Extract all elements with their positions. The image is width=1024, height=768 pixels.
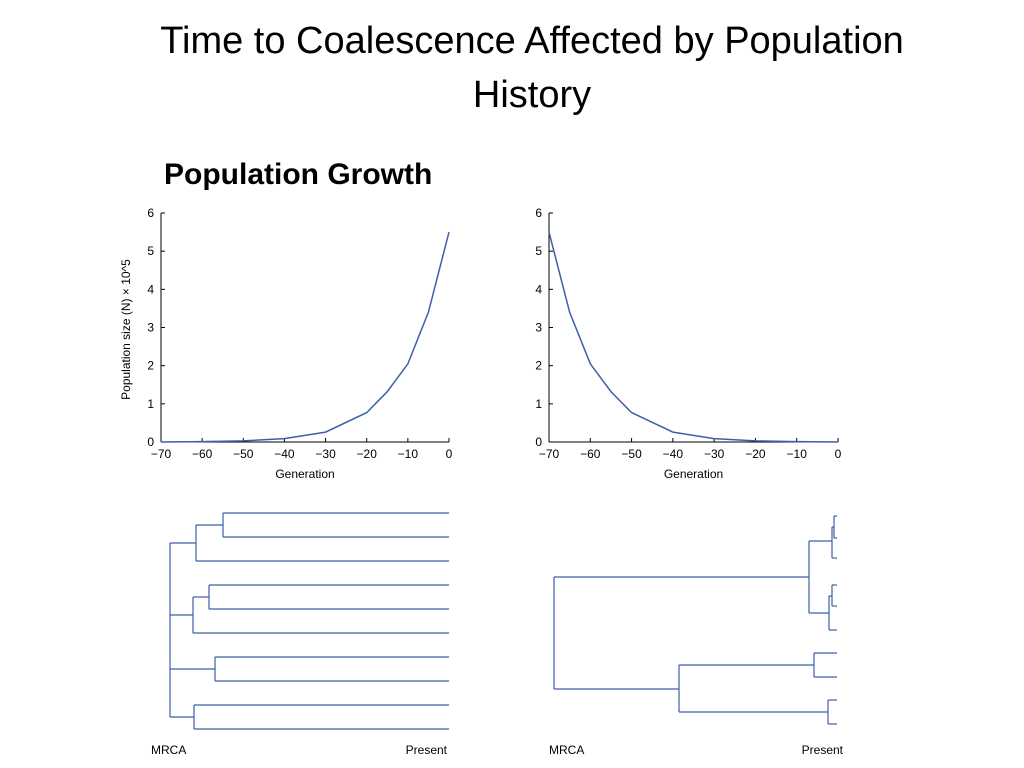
y-tick-label: 5	[535, 244, 542, 258]
x-tick-label: −50	[621, 447, 642, 461]
y-tick-label: 3	[535, 321, 542, 335]
tree-right-end-label: Present	[802, 743, 844, 757]
x-axis-label: Generation	[664, 467, 723, 481]
tree-right-start-label: MRCA	[549, 743, 584, 757]
y-tick-label: 2	[535, 359, 542, 373]
x-tick-label: −20	[745, 447, 766, 461]
y-tick-label: 2	[147, 359, 154, 373]
x-tick-label: −60	[192, 447, 213, 461]
x-tick-label: −50	[233, 447, 254, 461]
x-tick-label: −40	[274, 447, 295, 461]
x-tick-label: 0	[835, 447, 842, 461]
y-axis-label: Population size (N) × 10^5	[119, 259, 133, 400]
x-tick-label: −10	[787, 447, 808, 461]
chart-2: −70 −60 −50 −40 −30 −20 −10 0 0 1 2 3 4 5 6 Generation	[535, 206, 841, 481]
x-tick-label: −10	[398, 447, 419, 461]
slide-subtitle: Population Growth	[164, 158, 433, 191]
x-tick-label: −30	[315, 447, 336, 461]
x-tick-label: 0	[446, 447, 453, 461]
y-tick-label: 0	[147, 435, 154, 449]
y-tick-label: 1	[147, 397, 154, 411]
y-tick-label: 1	[535, 397, 542, 411]
tree-left-end-label: Present	[406, 743, 448, 757]
series-line	[548, 231, 839, 443]
x-tick-label: −40	[663, 447, 684, 461]
genealogy-tree-left: MRCA Present	[151, 512, 449, 757]
y-tick-label: 3	[147, 321, 154, 335]
x-axis-label: Generation	[275, 467, 334, 481]
chart-1: −70 −60 −50 −40 −30 −20 −10 0 0 1 2 3 4 5 6 Generation P…	[119, 206, 453, 481]
y-tick-label: 6	[147, 206, 154, 220]
y-tick-label: 4	[147, 282, 154, 296]
x-tick-label: −30	[704, 447, 725, 461]
x-tick-label: −70	[539, 447, 560, 461]
y-tick-label: 4	[535, 282, 542, 296]
slide-title: Time to Coalescence Affected by Populati…	[90, 14, 974, 122]
series-line	[160, 231, 450, 443]
slide-title-line-1: Time to Coalescence Affected by Populati…	[160, 20, 904, 62]
genealogy-tree-right: MRCA Present	[549, 515, 844, 757]
y-tick-label: 5	[147, 244, 154, 258]
slide-title-line-2: History	[472, 74, 592, 116]
x-tick-label: −60	[580, 447, 601, 461]
y-tick-label: 6	[535, 206, 542, 220]
tree-left-start-label: MRCA	[151, 743, 186, 757]
y-tick-label: 0	[535, 435, 542, 449]
x-tick-label: −20	[357, 447, 378, 461]
x-tick-label: −70	[151, 447, 172, 461]
